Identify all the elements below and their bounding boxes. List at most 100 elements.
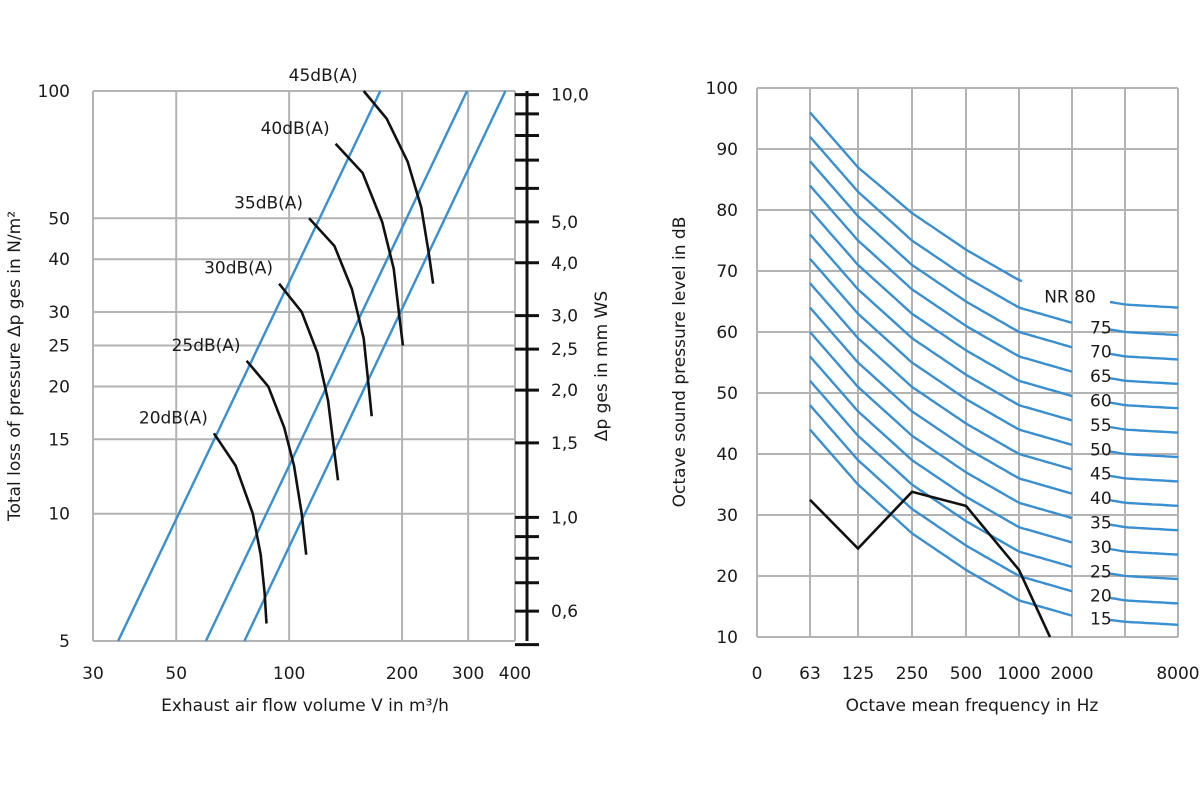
nr-curve — [809, 428, 1073, 617]
secondary-axis-title: Δp ges in mm WS — [592, 291, 612, 441]
secondary-tick-label: 5,0 — [551, 213, 578, 233]
secondary-tick-label: 2,5 — [551, 340, 578, 360]
nr-curve — [809, 306, 1073, 495]
nr-curve-label: NR 80 — [1044, 287, 1096, 307]
nr-curve — [1109, 618, 1179, 626]
nr-curve-label: 15 — [1090, 610, 1112, 630]
x-tick-label: 0 — [752, 664, 763, 684]
characteristic-line — [243, 90, 507, 642]
series-label: 20dB(A) — [139, 408, 208, 428]
nr-curve — [809, 209, 1073, 398]
y-tick-label: 30 — [48, 303, 70, 323]
nr-curve-label: 25 — [1090, 562, 1112, 582]
x-tick-label: 8000 — [1156, 664, 1199, 684]
nr-curve — [1109, 328, 1179, 337]
nr-curve — [1109, 377, 1179, 386]
y-tick-label: 10 — [716, 628, 738, 648]
x-tick-label: 300 — [452, 664, 484, 684]
x-axis-title: Exhaust air flow volume V in m³/h — [161, 696, 449, 716]
y-tick-label: 30 — [716, 506, 738, 526]
x-tick-label: 50 — [165, 664, 187, 684]
nr-curve — [1109, 450, 1179, 459]
nr-curve — [809, 160, 1073, 349]
nr-curve — [809, 184, 1073, 373]
nr-curve — [1109, 499, 1179, 508]
x-tick-label: 400 — [499, 664, 531, 684]
y-tick-label: 50 — [716, 384, 738, 404]
x-tick-label: 2000 — [1050, 664, 1093, 684]
x-tick-label: 500 — [950, 664, 982, 684]
series-line — [212, 432, 268, 624]
nr-curve-label: 60 — [1090, 392, 1112, 412]
nr-curve — [1109, 547, 1179, 556]
nr-curve — [809, 233, 1073, 422]
nr-curve — [809, 282, 1073, 471]
y-tick-label: 40 — [716, 445, 738, 465]
nr-curve — [809, 404, 1073, 593]
y-tick-label: 10 — [48, 505, 70, 525]
nr-curve-label: 45 — [1090, 465, 1112, 485]
pressure-loss-chart: 30 50 100 200 300 400 5 10 15 20 25 30 40 50 100 20dB(A… — [5, 66, 612, 716]
secondary-tick-label: 2,0 — [551, 381, 578, 401]
nr-curve — [809, 111, 1023, 283]
y-tick-label: 50 — [48, 209, 70, 229]
x-tick-label: 1000 — [997, 664, 1040, 684]
series-label: 30dB(A) — [204, 259, 273, 279]
series-line — [334, 142, 405, 346]
y-tick-label: 60 — [716, 323, 738, 343]
nr-curve — [809, 331, 1073, 520]
series-line — [278, 282, 340, 481]
series-label: 25dB(A) — [172, 336, 241, 356]
secondary-tick-label: 3,0 — [551, 307, 578, 327]
y-tick-label: 100 — [38, 82, 70, 102]
series-line — [245, 359, 308, 555]
y-tick-label: 15 — [48, 430, 70, 450]
y-axis-title: Total loss of pressure Δp ges in N/m² — [5, 211, 25, 522]
secondary-tick-label: 10,0 — [551, 86, 589, 106]
series-label: 40dB(A) — [261, 119, 330, 139]
series-label: 35dB(A) — [234, 193, 303, 213]
nr-curve-label: 20 — [1090, 587, 1112, 607]
nr-curve-label: 40 — [1090, 489, 1112, 509]
nr-curve — [1109, 300, 1179, 309]
nr-curve — [1109, 572, 1179, 581]
nr-curve-label: 35 — [1090, 514, 1112, 534]
series-line — [362, 90, 435, 284]
nr-curve — [809, 355, 1073, 544]
secondary-tick-label: 4,0 — [551, 254, 578, 274]
y-tick-label: 100 — [706, 79, 738, 99]
series-line — [308, 217, 373, 417]
secondary-tick-label: 1,0 — [551, 508, 578, 528]
nr-curve-label: 30 — [1090, 538, 1112, 558]
nr-curve — [1109, 401, 1179, 410]
nr-curve-label: 50 — [1090, 440, 1112, 460]
nr-curve-label: 70 — [1090, 343, 1112, 363]
characteristic-line — [204, 90, 469, 642]
x-tick-label: 100 — [273, 664, 305, 684]
nr-curve — [1109, 352, 1179, 361]
nr-curve-label: 75 — [1090, 318, 1112, 338]
x-tick-label: 125 — [842, 664, 874, 684]
nr-curve-label: 65 — [1090, 367, 1112, 387]
y-tick-label: 25 — [48, 337, 70, 357]
x-tick-label: 30 — [82, 664, 104, 684]
characteristic-line — [117, 90, 382, 642]
x-axis-title: Octave mean frequency in Hz — [846, 696, 1099, 716]
secondary-tick-label: 1,5 — [551, 434, 578, 454]
y-tick-label: 5 — [59, 632, 70, 652]
nr-curve — [1109, 474, 1179, 483]
series-label: 45dB(A) — [289, 66, 358, 86]
nr-curve — [1109, 425, 1179, 434]
y-tick-label: 90 — [716, 140, 738, 160]
y-tick-label: 20 — [716, 567, 738, 587]
nr-curve — [809, 257, 1073, 447]
x-tick-label: 63 — [799, 664, 821, 684]
x-tick-label: 250 — [896, 664, 928, 684]
x-tick-label: 200 — [386, 664, 418, 684]
y-tick-label: 80 — [716, 201, 738, 221]
secondary-tick-label: 0,6 — [551, 602, 578, 622]
nr-curve — [809, 135, 1073, 325]
nr-curve — [1109, 596, 1179, 605]
